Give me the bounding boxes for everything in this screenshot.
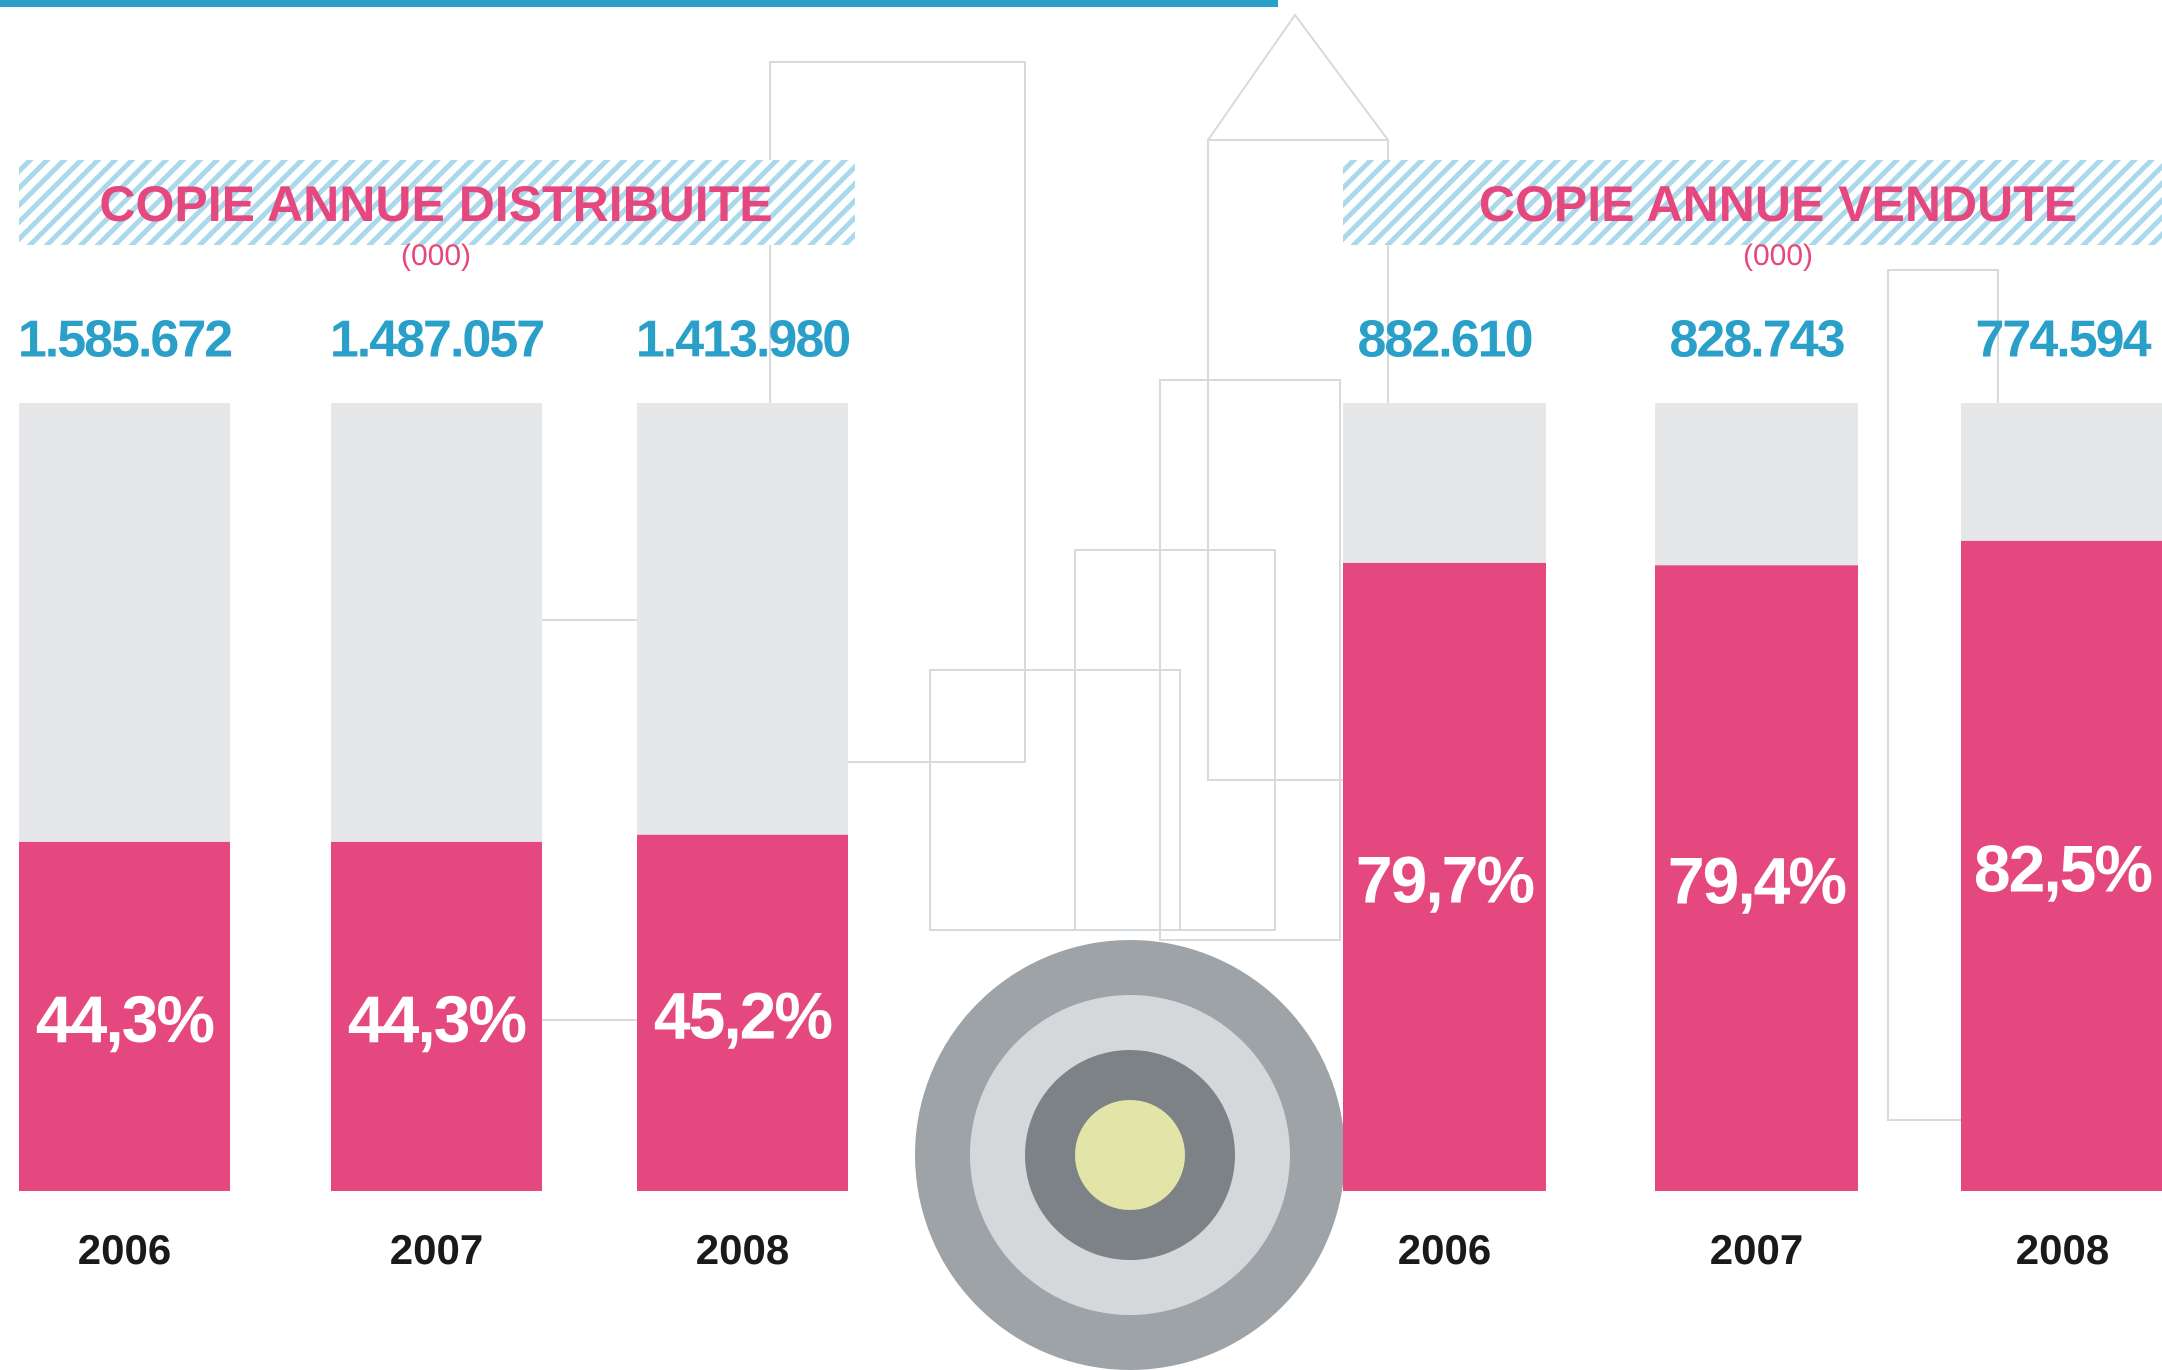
bar-value-label: 82,5% — [1974, 831, 2151, 905]
bar-value-label: 44,3% — [348, 982, 525, 1056]
bar — [19, 841, 230, 1191]
chart-subtitle: (000) — [401, 239, 471, 272]
total-label: 1.487.057 — [330, 311, 543, 369]
bar — [637, 834, 848, 1191]
x-tick-label: 2008 — [2016, 1226, 2109, 1273]
chart-subtitle: (000) — [1743, 239, 1813, 272]
bar — [1961, 540, 2162, 1191]
total-label: 828.743 — [1670, 311, 1845, 369]
chart-title: COPIE ANNUE VENDUTE — [1479, 176, 2077, 232]
total-label: 1.585.672 — [18, 311, 231, 369]
total-label: 774.594 — [1976, 311, 2152, 369]
bar — [331, 841, 542, 1191]
bar-value-label: 45,2% — [654, 978, 831, 1052]
x-tick-label: 2006 — [1398, 1226, 1491, 1273]
newspaper-roll — [915, 940, 1345, 1370]
bar — [1655, 565, 1858, 1191]
bar-value-label: 44,3% — [36, 982, 213, 1056]
x-tick-label: 2006 — [78, 1226, 171, 1273]
total-label: 1.413.980 — [636, 311, 849, 369]
title-banner — [19, 160, 855, 245]
bar — [1343, 562, 1546, 1191]
x-tick-label: 2007 — [1710, 1226, 1803, 1273]
chart-title: COPIE ANNUE DISTRIBUITE — [99, 176, 772, 232]
x-tick-label: 2008 — [696, 1226, 789, 1273]
total-label: 882.610 — [1358, 311, 1532, 369]
bar-value-label: 79,4% — [1668, 844, 1845, 918]
bar-value-label: 79,7% — [1356, 842, 1533, 916]
skyline — [539, 13, 1999, 1121]
title-banner — [1343, 160, 2162, 245]
x-tick-label: 2007 — [390, 1226, 483, 1273]
top-rule — [0, 0, 1278, 7]
